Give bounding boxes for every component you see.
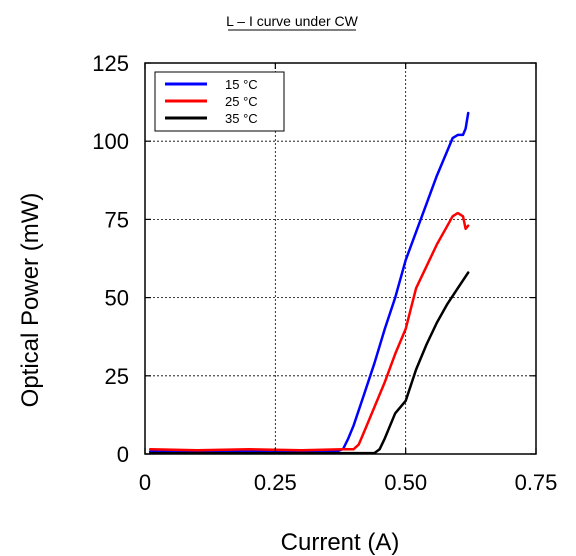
chart-title: L – I curve under CW — [226, 13, 359, 29]
x-tick-label: 0.25 — [254, 470, 297, 495]
x-tick-label: 0.75 — [515, 470, 558, 495]
legend-label: 15 °C — [225, 77, 258, 92]
y-axis-label: Optical Power (mW) — [17, 193, 44, 408]
y-tick-label: 50 — [105, 286, 129, 311]
y-tick-label: 75 — [105, 207, 129, 232]
x-axis-label: Current (A) — [281, 529, 400, 556]
y-tick-label: 0 — [117, 442, 129, 467]
series-line-2 — [148, 211, 470, 452]
legend: 15 °C 25 °C 35 °C — [154, 71, 285, 132]
series-lines — [148, 111, 470, 455]
x-tick-label: 0.50 — [384, 470, 427, 495]
tick-marks — [144, 62, 537, 455]
series-line-1 — [148, 111, 470, 453]
y-tick-label: 125 — [92, 51, 129, 76]
tick-labels: 0 0.25 0.50 0.75 0 25 50 75 100 125 — [92, 51, 557, 495]
x-tick-label: 0 — [139, 470, 151, 495]
legend-label: 35 °C — [225, 111, 258, 126]
y-tick-label: 25 — [105, 364, 129, 389]
series-line-3 — [148, 271, 470, 455]
y-tick-label: 100 — [92, 129, 129, 154]
plot-frame — [144, 62, 537, 455]
legend-label: 25 °C — [225, 94, 258, 109]
